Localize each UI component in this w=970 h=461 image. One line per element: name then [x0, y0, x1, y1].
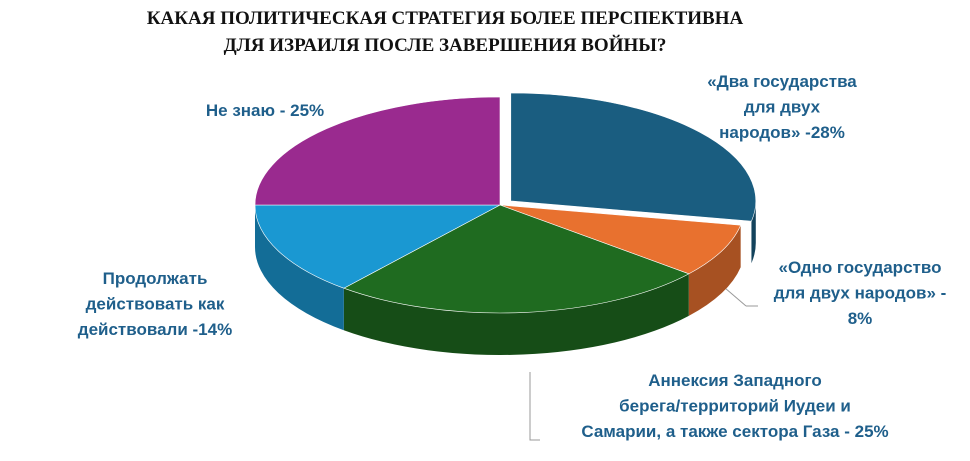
slice-side	[343, 273, 689, 356]
data-label: Самарии, а также сектора Газа - 25%	[581, 422, 888, 441]
slice	[254, 204, 501, 331]
data-label: Продолжать	[103, 269, 208, 288]
slice-top	[254, 204, 501, 289]
data-label: действовать как	[86, 295, 225, 314]
chart-title: ДЛЯ ИЗРАИЛЯ ПОСЛЕ ЗАВЕРШЕНИЯ ВОЙНЫ?	[224, 34, 667, 56]
data-label: народов» -28%	[719, 123, 845, 142]
slice-side	[688, 225, 741, 316]
slice-top	[343, 204, 690, 314]
data-label: 8%	[848, 309, 873, 328]
data-label: действовали -14%	[78, 320, 232, 339]
slice-top	[510, 92, 757, 222]
data-label: «Одно государство	[779, 258, 942, 277]
slice	[254, 96, 501, 206]
pie	[254, 92, 757, 356]
slice	[499, 204, 742, 316]
data-label: для двух	[744, 98, 821, 117]
data-label: Не знаю - 25%	[206, 101, 324, 120]
chart-title: КАКАЯ ПОЛИТИЧЕСКАЯ СТРАТЕГИЯ БОЛЕЕ ПЕРСП…	[147, 8, 744, 29]
data-label: берега/территорий Иудеи и	[619, 397, 851, 416]
slice-side	[751, 200, 756, 264]
data-label: Аннексия Западного	[648, 371, 822, 390]
leader-line	[529, 372, 540, 441]
slice	[510, 92, 757, 264]
data-label: для двух народов» -	[774, 284, 947, 303]
slice	[343, 204, 690, 356]
slice-top	[499, 204, 742, 275]
slice-side	[255, 205, 344, 331]
data-label: «Два государства	[707, 72, 857, 91]
labels: «Два государства для двух народов» -28% «Од…	[78, 72, 947, 441]
slice-top	[254, 96, 501, 206]
